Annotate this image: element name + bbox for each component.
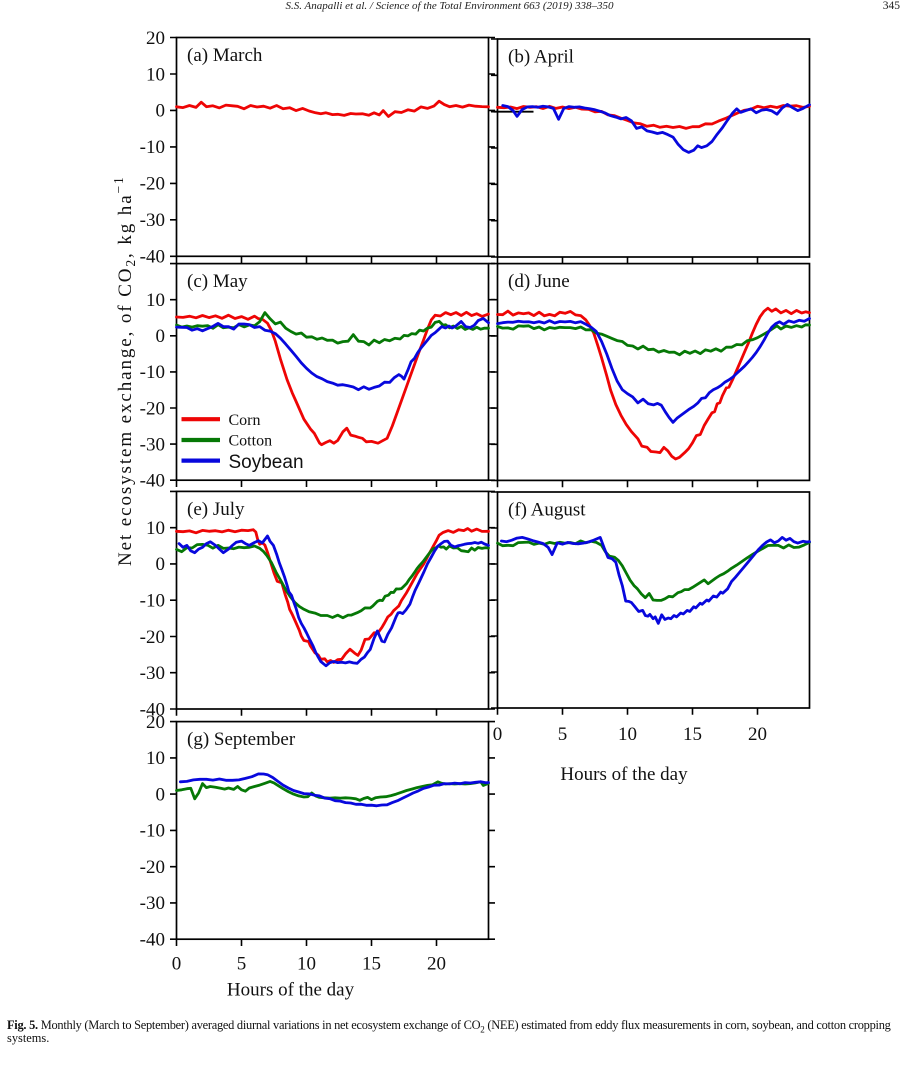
svg-text:(b) April: (b) April	[508, 47, 574, 68]
svg-text:0: 0	[493, 724, 503, 745]
svg-text:-40: -40	[140, 471, 165, 492]
svg-text:Net ecosystem exchange, of CO2: Net ecosystem exchange, of CO2, kg ha−1	[111, 175, 138, 566]
svg-text:(c) May: (c) May	[187, 271, 248, 292]
svg-text:-10: -10	[140, 137, 165, 158]
svg-text:10: 10	[146, 290, 165, 311]
svg-text:-20: -20	[140, 627, 165, 648]
svg-text:-10: -10	[140, 821, 165, 842]
svg-text:0: 0	[172, 953, 182, 974]
svg-text:10: 10	[146, 64, 165, 85]
svg-text:20: 20	[146, 712, 165, 733]
svg-text:0: 0	[156, 554, 166, 575]
svg-text:Corn: Corn	[229, 412, 261, 429]
svg-text:20: 20	[748, 724, 767, 745]
svg-text:-30: -30	[140, 434, 165, 455]
svg-text:-20: -20	[140, 857, 165, 878]
svg-text:0: 0	[156, 784, 166, 805]
svg-text:-30: -30	[140, 210, 165, 231]
svg-text:(d) June: (d) June	[508, 271, 570, 292]
svg-text:15: 15	[683, 724, 702, 745]
svg-text:-10: -10	[140, 362, 165, 383]
svg-text:Soybean: Soybean	[229, 452, 304, 473]
svg-text:-40: -40	[140, 247, 165, 268]
svg-text:-20: -20	[140, 174, 165, 195]
svg-text:15: 15	[362, 953, 381, 974]
svg-text:(g) September: (g) September	[187, 729, 296, 750]
svg-text:(f) August: (f) August	[508, 500, 586, 521]
svg-text:10: 10	[618, 724, 637, 745]
svg-text:10: 10	[297, 953, 316, 974]
svg-text:0: 0	[156, 326, 166, 347]
svg-text:-40: -40	[140, 699, 165, 720]
svg-text:-30: -30	[140, 663, 165, 684]
svg-text:0: 0	[156, 101, 166, 122]
svg-text:-20: -20	[140, 398, 165, 419]
svg-text:5: 5	[237, 953, 247, 974]
svg-text:Hours of the day: Hours of the day	[227, 980, 355, 1001]
svg-text:20: 20	[427, 953, 446, 974]
svg-text:-30: -30	[140, 893, 165, 914]
svg-text:-40: -40	[140, 930, 165, 951]
svg-text:Cotton: Cotton	[229, 432, 273, 449]
svg-text:-10: -10	[140, 591, 165, 612]
svg-text:10: 10	[146, 748, 165, 769]
svg-text:20: 20	[146, 28, 165, 49]
svg-text:(e) July: (e) July	[187, 499, 245, 520]
svg-text:10: 10	[146, 518, 165, 539]
svg-text:(a) March: (a) March	[187, 45, 263, 66]
svg-text:Hours of the day: Hours of the day	[560, 764, 688, 785]
svg-text:5: 5	[558, 724, 568, 745]
